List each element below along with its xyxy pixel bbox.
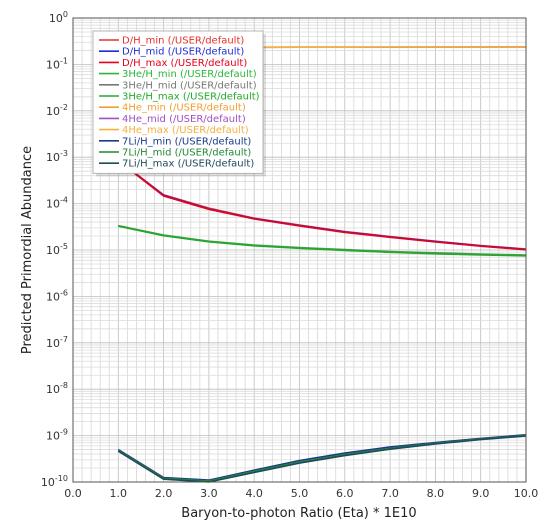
legend: D/H_min (/USER/default)D/H_mid (/USER/de… (92, 30, 266, 177)
legend-label: D/H_mid (/USER/default) (122, 47, 244, 58)
x-tick-label: 9.0 (472, 487, 490, 500)
y-tick-label: 10-1 (46, 56, 68, 71)
legend-label: 3He/H_max (/USER/default) (122, 92, 260, 103)
series-line-4 (118, 225, 527, 257)
series-line-5 (118, 225, 527, 257)
legend-label: 3He/H_min (/USER/default) (122, 69, 257, 80)
x-tick-label: 8.0 (427, 487, 445, 500)
y-tick-label: 10-5 (46, 242, 68, 257)
x-tick-label: 10.0 (514, 487, 539, 500)
y-tick-label: 10-8 (46, 381, 68, 396)
x-tick-label: 7.0 (381, 487, 399, 500)
legend-box (92, 30, 264, 174)
y-tick-label: 10-2 (46, 103, 68, 118)
legend-label: D/H_min (/USER/default) (122, 36, 244, 47)
plot-frame (72, 17, 527, 483)
legend-label: 4He_mid (/USER/default) (122, 114, 246, 125)
x-tick-label: 6.0 (336, 487, 354, 500)
x-axis-title: Baryon-to-photon Ratio (Eta) * 1E10 (181, 506, 416, 521)
legend-label: 3He/H_mid (/USER/default) (122, 80, 257, 91)
y-tick-label: 10-9 (46, 428, 68, 443)
y-axis-title: Predicted Primordial Abundance (20, 146, 35, 354)
y-tick-label: 10-10 (41, 474, 68, 489)
legend-label: 4He_max (/USER/default) (122, 125, 249, 136)
y-tick-label: 10-4 (46, 196, 68, 211)
y-tick-layer: 100 10-1 10-2 10-3 10-4 10-5 10-6 10-7 10-8 10-9 1… (41, 10, 68, 489)
series-line-3 (118, 224, 527, 256)
x-tick-layer: 0.0 1.0 2.0 3.0 4.0 5.0 6.0 7.0 8.0 9.0 10.0 (64, 487, 538, 500)
legend-label: 4He_min (/USER/default) (122, 103, 246, 114)
series-line-2 (117, 160, 527, 251)
y-tick-label: 10-7 (46, 335, 68, 350)
legend-label: 7Li/H_max (/USER/default) (122, 159, 254, 170)
y-tick-label: 100 (49, 10, 68, 25)
x-tick-label: 4.0 (245, 487, 263, 500)
x-tick-label: 2.0 (155, 487, 173, 500)
legend-label: 7Li/H_min (/USER/default) (122, 136, 251, 147)
legend-label: D/H_max (/USER/default) (122, 58, 247, 69)
y-tick-label: 10-6 (46, 288, 68, 303)
legend-label: 7Li/H_mid (/USER/default) (122, 148, 251, 159)
series-line-11 (117, 435, 527, 483)
x-tick-label: 5.0 (291, 487, 309, 500)
x-tick-label: 1.0 (110, 487, 128, 500)
x-tick-label: 0.0 (64, 487, 82, 500)
y-tick-label: 10-3 (46, 149, 68, 164)
x-tick-label: 3.0 (200, 487, 218, 500)
